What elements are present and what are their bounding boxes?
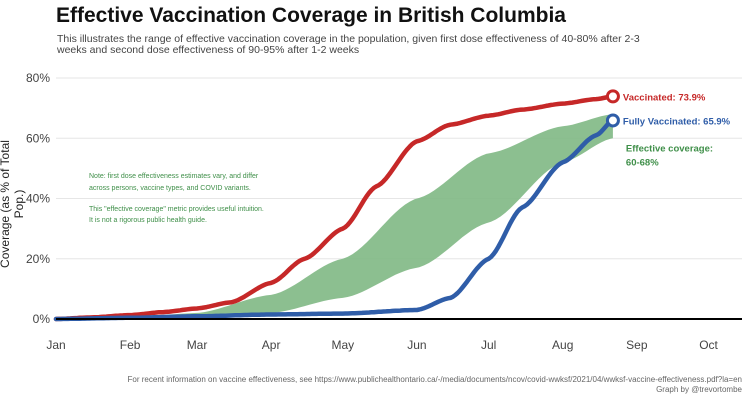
x-tick-label: Oct — [699, 338, 718, 352]
note-annotation: Note: first dose effectiveness estimates… — [89, 173, 264, 224]
axes: 0% 20% 40% 60% 80% Jan Feb Mar Apr May Jun Jul Aug Se… — [26, 71, 742, 352]
x-tick-label: Aug — [552, 338, 573, 352]
x-tick-label: Sep — [626, 338, 648, 352]
vaccinated-line-end-marker — [605, 89, 620, 104]
note-line: It is not a rigorous public health guide… — [89, 217, 207, 224]
note-line: across persons, vaccine types, and COVID… — [89, 185, 251, 192]
grid-lines — [56, 77, 742, 260]
vaccinated-line — [53, 94, 616, 322]
y-tick-label: 20% — [26, 252, 50, 266]
fully-vaccinated-end-label: Fully Vaccinated: 65.9% — [623, 116, 731, 127]
series-lines — [53, 89, 620, 322]
effective-coverage-range-label: 60-68% — [626, 157, 659, 168]
x-tick-label: Feb — [120, 338, 141, 352]
x-tick-label: Apr — [262, 338, 281, 352]
x-tick-label: Jan — [46, 338, 65, 352]
y-tick-label: 60% — [26, 131, 50, 145]
x-tick-label: Mar — [187, 338, 208, 352]
fully-vaccinated-line — [53, 118, 616, 322]
effective-coverage-band — [56, 114, 613, 319]
y-tick-label: 80% — [26, 71, 50, 85]
chart-title: Effective Vaccination Coverage in Britis… — [56, 4, 566, 27]
fully-vaccinated-line-end-marker — [605, 113, 620, 128]
y-tick-label: 40% — [26, 192, 50, 206]
note-line: This "effective coverage" metric provide… — [89, 206, 264, 213]
footnote-source: For recent information on vaccine effect… — [127, 375, 742, 384]
note-line: Note: first dose effectiveness estimates… — [89, 173, 259, 180]
effective-coverage-band-layer — [56, 114, 613, 319]
x-tick-label: Jul — [481, 338, 496, 352]
chart-subtitle: This illustrates the range of effective … — [57, 33, 640, 56]
x-tick-label: Jun — [407, 338, 426, 352]
y-tick-label: 0% — [33, 312, 51, 326]
footnote-credit: Graph by @trevortombe — [656, 385, 742, 394]
footnote: For recent information on vaccine effect… — [102, 375, 742, 395]
effective-coverage-end-label: Effective coverage: — [626, 143, 713, 154]
x-tick-label: May — [331, 338, 354, 352]
end-labels: Vaccinated: 73.9% Fully Vaccinated: 65.9%… — [623, 92, 731, 168]
vaccinated-end-label: Vaccinated: 73.9% — [623, 92, 706, 103]
